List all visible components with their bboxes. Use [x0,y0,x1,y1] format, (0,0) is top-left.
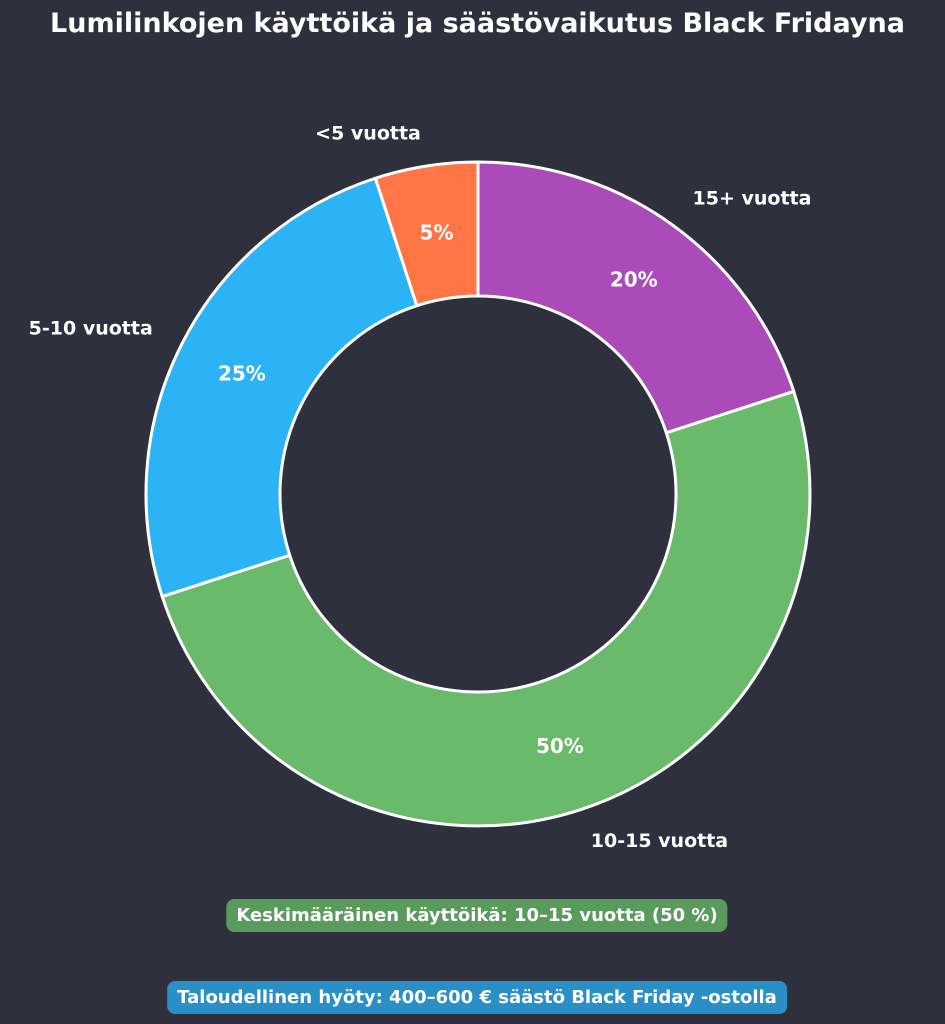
donut-slice-5-10-vuotta [144,176,419,599]
slice-category-label: 5-10 vuotta [29,317,153,339]
donut-slice-10-15-vuotta [160,389,812,828]
slice-category-label: 10-15 vuotta [591,830,728,852]
slice-value-label: 25% [218,362,266,386]
average-lifespan-badge: Keskimääräinen käyttöikä: 10–15 vuotta (… [226,899,728,932]
economic-benefit-badge: Taloudellinen hyöty: 400–600 € säästö Bl… [167,981,787,1014]
slice-value-label: 20% [610,268,658,292]
slice-category-label: <5 vuotta [315,122,421,144]
slice-value-label: 5% [420,220,454,244]
donut-slice-15-vuotta [476,160,796,435]
slice-category-label: 15+ vuotta [693,188,812,210]
donut-slice-5-vuotta [373,160,480,308]
chart-title: Lumilinkojen käyttöikä ja säästövaikutus… [50,8,905,39]
slice-value-label: 50% [536,734,584,758]
